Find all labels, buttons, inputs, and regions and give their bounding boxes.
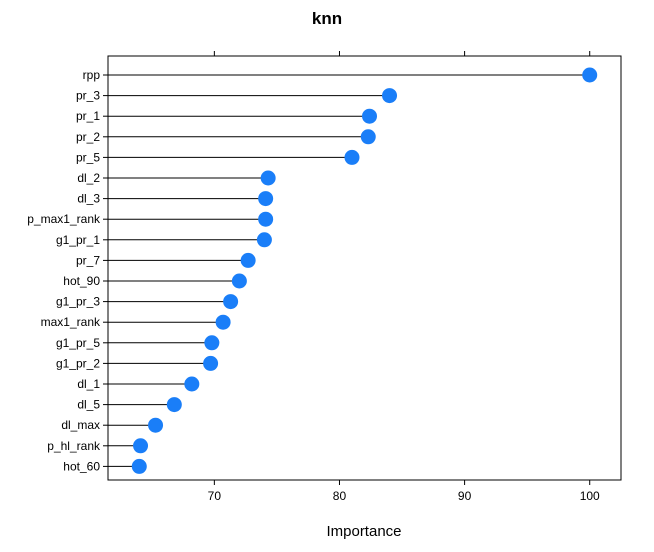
x-tick-label-90: 90	[458, 489, 472, 503]
category-label-pr_1: pr_1	[76, 109, 100, 123]
category-label-g1_pr_2: g1_pr_2	[56, 356, 100, 370]
category-label-hot_60: hot_60	[63, 459, 100, 473]
category-label-pr_5: pr_5	[76, 150, 100, 164]
point-rpp	[582, 67, 598, 83]
point-dl_2	[260, 170, 276, 186]
x-tick-label-100: 100	[580, 489, 600, 503]
point-p_hl_rank	[133, 438, 149, 454]
stems-group	[108, 74, 590, 467]
category-label-pr_7: pr_7	[76, 253, 100, 267]
point-hot_90	[231, 273, 247, 289]
point-pr_5	[344, 149, 360, 165]
category-label-rpp: rpp	[83, 68, 101, 82]
category-label-pr_2: pr_2	[76, 130, 100, 144]
point-dl_1	[184, 376, 200, 392]
category-label-dl_max: dl_max	[61, 418, 100, 432]
category-label-g1_pr_3: g1_pr_3	[56, 295, 100, 309]
dots-group	[131, 67, 598, 474]
category-label-dl_1: dl_1	[77, 377, 100, 391]
point-pr_1	[362, 108, 378, 124]
point-g1_pr_2	[203, 355, 219, 371]
category-labels-group: rpp pr_3 pr_1 pr_2 pr_5 dl_2 dl_3 p_max1_rank g1…	[27, 68, 108, 473]
point-dl_3	[258, 191, 274, 207]
category-label-p_hl_rank: p_hl_rank	[47, 439, 101, 453]
point-dl_5	[166, 397, 182, 413]
chart-title: knn	[312, 9, 342, 28]
category-label-g1_pr_5: g1_pr_5	[56, 336, 100, 350]
point-pr_2	[360, 129, 376, 145]
x-ticks-group: 70 80 90 100	[208, 51, 600, 503]
category-label-dl_3: dl_3	[77, 192, 100, 206]
x-tick-label-70: 70	[208, 489, 222, 503]
x-axis-label: Importance	[326, 523, 401, 540]
point-p_max1_rank	[258, 211, 274, 227]
point-dl_max	[148, 417, 164, 433]
category-label-dl_2: dl_2	[77, 171, 100, 185]
category-label-pr_3: pr_3	[76, 89, 100, 103]
category-label-g1_pr_1: g1_pr_1	[56, 233, 100, 247]
category-label-dl_5: dl_5	[77, 398, 100, 412]
point-pr_3	[382, 88, 398, 104]
point-pr_7	[240, 252, 256, 268]
point-g1_pr_5	[204, 335, 220, 351]
point-g1_pr_1	[256, 232, 272, 248]
category-label-max1_rank: max1_rank	[41, 315, 101, 329]
category-label-p_max1_rank: p_max1_rank	[27, 212, 101, 226]
x-tick-label-80: 80	[333, 489, 347, 503]
point-hot_60	[131, 458, 147, 474]
point-max1_rank	[215, 314, 231, 330]
category-label-hot_90: hot_90	[63, 274, 100, 288]
point-g1_pr_3	[223, 294, 239, 310]
plot-frame	[107, 55, 622, 481]
